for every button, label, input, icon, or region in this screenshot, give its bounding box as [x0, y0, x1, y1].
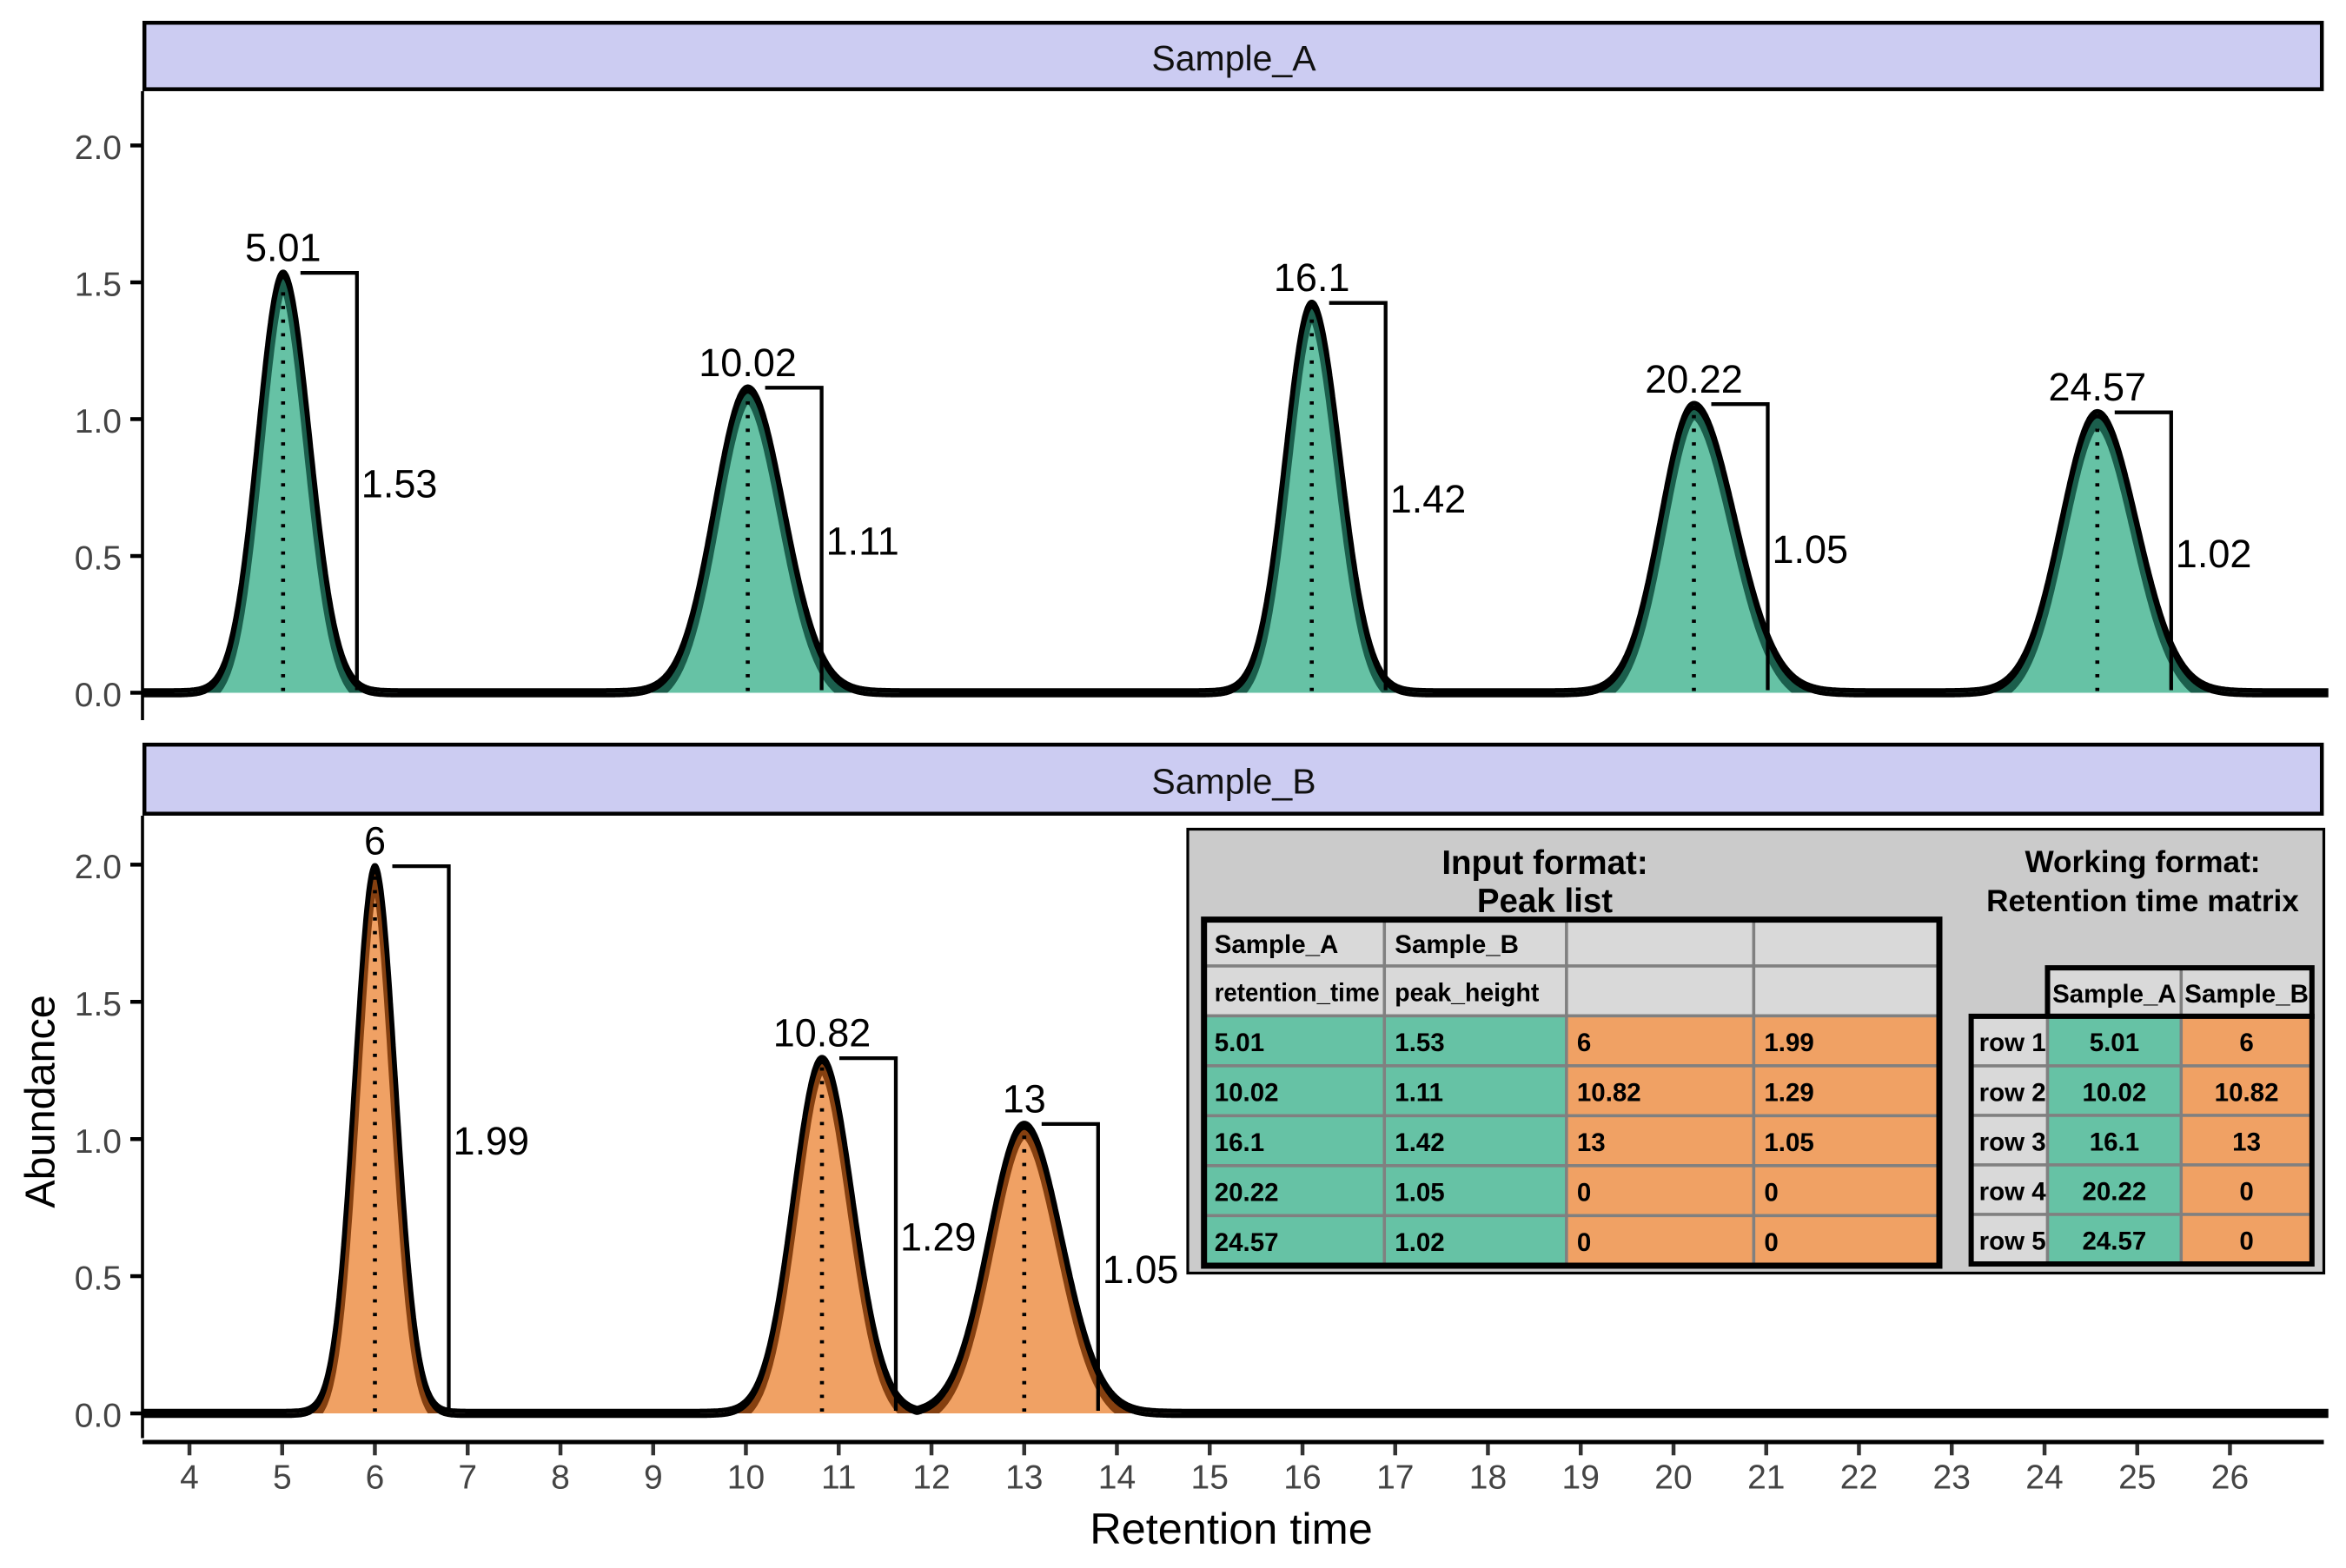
- svg-text:16: 16: [1283, 1459, 1321, 1497]
- svg-text:17: 17: [1376, 1459, 1414, 1497]
- svg-text:10.82: 10.82: [773, 1011, 871, 1055]
- svg-text:25: 25: [2118, 1459, 2156, 1497]
- svg-text:9: 9: [644, 1459, 663, 1497]
- svg-text:5.01: 5.01: [245, 226, 321, 270]
- svg-text:0.5: 0.5: [75, 1260, 122, 1298]
- svg-text:16.1: 16.1: [2090, 1128, 2139, 1156]
- svg-text:0.0: 0.0: [75, 677, 122, 714]
- svg-text:10.82: 10.82: [1577, 1079, 1641, 1108]
- svg-text:20.22: 20.22: [1645, 357, 1743, 401]
- svg-text:21: 21: [1747, 1459, 1785, 1497]
- svg-text:20: 20: [1654, 1459, 1692, 1497]
- svg-text:Retention time matrix: Retention time matrix: [1986, 884, 2299, 918]
- svg-text:24.57: 24.57: [2048, 365, 2146, 409]
- svg-text:12: 12: [912, 1459, 950, 1497]
- svg-text:1.05: 1.05: [1773, 527, 1849, 572]
- svg-text:10.82: 10.82: [2215, 1078, 2279, 1107]
- svg-text:6: 6: [366, 1459, 385, 1497]
- svg-text:Retention time: Retention time: [1090, 1504, 1373, 1553]
- svg-text:20.22: 20.22: [2082, 1177, 2146, 1206]
- svg-text:5: 5: [273, 1459, 292, 1497]
- svg-text:0: 0: [2239, 1177, 2253, 1206]
- svg-text:5.01: 5.01: [2090, 1029, 2139, 1057]
- svg-text:Sample_B: Sample_B: [2184, 980, 2309, 1009]
- svg-text:row 2: row 2: [1979, 1078, 2046, 1107]
- svg-text:26: 26: [2211, 1459, 2249, 1497]
- svg-text:6: 6: [2239, 1029, 2253, 1057]
- svg-text:24.57: 24.57: [1215, 1228, 1279, 1257]
- svg-text:6: 6: [364, 819, 386, 863]
- svg-text:row 1: row 1: [1979, 1029, 2046, 1057]
- svg-text:4: 4: [180, 1459, 199, 1497]
- svg-text:1.5: 1.5: [75, 267, 122, 304]
- svg-text:15: 15: [1191, 1459, 1229, 1497]
- svg-text:row 5: row 5: [1979, 1227, 2046, 1255]
- svg-text:13: 13: [1003, 1076, 1046, 1121]
- svg-text:Sample_A: Sample_A: [1151, 38, 1316, 78]
- svg-text:13: 13: [1577, 1128, 1606, 1157]
- svg-text:Sample_B: Sample_B: [1395, 930, 1519, 959]
- svg-text:Abundance: Abundance: [17, 995, 64, 1207]
- svg-text:19: 19: [1562, 1459, 1600, 1497]
- svg-text:row 4: row 4: [1979, 1177, 2047, 1206]
- svg-text:row 3: row 3: [1979, 1128, 2046, 1156]
- svg-text:1.99: 1.99: [454, 1119, 530, 1163]
- svg-text:10.02: 10.02: [1215, 1079, 1279, 1108]
- svg-text:18: 18: [1469, 1459, 1507, 1497]
- svg-text:0: 0: [1577, 1228, 1591, 1257]
- svg-text:1.29: 1.29: [900, 1214, 977, 1259]
- svg-text:0: 0: [1764, 1228, 1778, 1257]
- svg-text:Peak list: Peak list: [1477, 883, 1613, 920]
- svg-text:13: 13: [2232, 1128, 2261, 1156]
- svg-text:16.1: 16.1: [1215, 1128, 1264, 1157]
- svg-text:0: 0: [2239, 1227, 2253, 1255]
- svg-text:1.05: 1.05: [1103, 1247, 1179, 1292]
- svg-text:Sample_A: Sample_A: [2052, 980, 2177, 1009]
- svg-text:peak_height: peak_height: [1395, 979, 1539, 1008]
- svg-text:8: 8: [551, 1459, 570, 1497]
- svg-text:22: 22: [1840, 1459, 1878, 1497]
- svg-text:1.02: 1.02: [2176, 532, 2252, 576]
- svg-text:0: 0: [1764, 1179, 1778, 1207]
- svg-text:24.57: 24.57: [2082, 1227, 2146, 1255]
- svg-text:1.42: 1.42: [1390, 477, 1467, 521]
- svg-text:1.0: 1.0: [75, 403, 122, 440]
- svg-text:7: 7: [458, 1459, 477, 1497]
- svg-text:2.0: 2.0: [75, 129, 122, 167]
- svg-text:0: 0: [1577, 1179, 1591, 1207]
- svg-text:Input format:: Input format:: [1441, 844, 1647, 882]
- svg-text:16.1: 16.1: [1274, 255, 1350, 300]
- svg-text:0.0: 0.0: [75, 1398, 122, 1435]
- svg-text:1.05: 1.05: [1395, 1179, 1444, 1207]
- svg-text:1.29: 1.29: [1764, 1079, 1813, 1108]
- svg-text:Sample_B: Sample_B: [1151, 762, 1315, 802]
- svg-text:14: 14: [1098, 1459, 1136, 1497]
- svg-text:0.5: 0.5: [75, 540, 122, 578]
- svg-text:1.02: 1.02: [1395, 1228, 1444, 1257]
- svg-text:1.05: 1.05: [1764, 1128, 1813, 1157]
- svg-text:1.53: 1.53: [361, 462, 438, 506]
- svg-text:10.02: 10.02: [699, 341, 797, 385]
- svg-text:10.02: 10.02: [2082, 1078, 2146, 1107]
- svg-text:Working format:: Working format:: [2025, 845, 2260, 879]
- svg-text:1.0: 1.0: [75, 1123, 122, 1161]
- svg-text:retention_time: retention_time: [1215, 979, 1380, 1008]
- svg-text:1.11: 1.11: [826, 519, 899, 564]
- svg-text:24: 24: [2025, 1459, 2063, 1497]
- svg-text:1.99: 1.99: [1764, 1029, 1813, 1057]
- svg-text:20.22: 20.22: [1215, 1179, 1279, 1207]
- svg-text:Sample_A: Sample_A: [1215, 930, 1339, 959]
- svg-text:10: 10: [727, 1459, 765, 1497]
- svg-text:11: 11: [821, 1459, 857, 1497]
- svg-text:2.0: 2.0: [75, 849, 122, 886]
- svg-text:5.01: 5.01: [1215, 1029, 1264, 1057]
- svg-text:13: 13: [1005, 1459, 1043, 1497]
- svg-text:6: 6: [1577, 1029, 1591, 1057]
- svg-text:1.5: 1.5: [75, 986, 122, 1023]
- svg-text:1.42: 1.42: [1395, 1128, 1444, 1157]
- svg-text:23: 23: [1933, 1459, 1971, 1497]
- svg-text:1.53: 1.53: [1395, 1029, 1444, 1057]
- svg-text:1.11: 1.11: [1395, 1079, 1443, 1108]
